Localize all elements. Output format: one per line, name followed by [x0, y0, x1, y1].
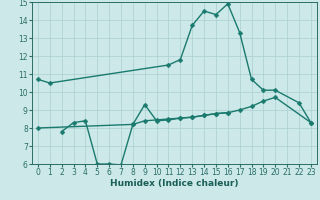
X-axis label: Humidex (Indice chaleur): Humidex (Indice chaleur) [110, 179, 239, 188]
